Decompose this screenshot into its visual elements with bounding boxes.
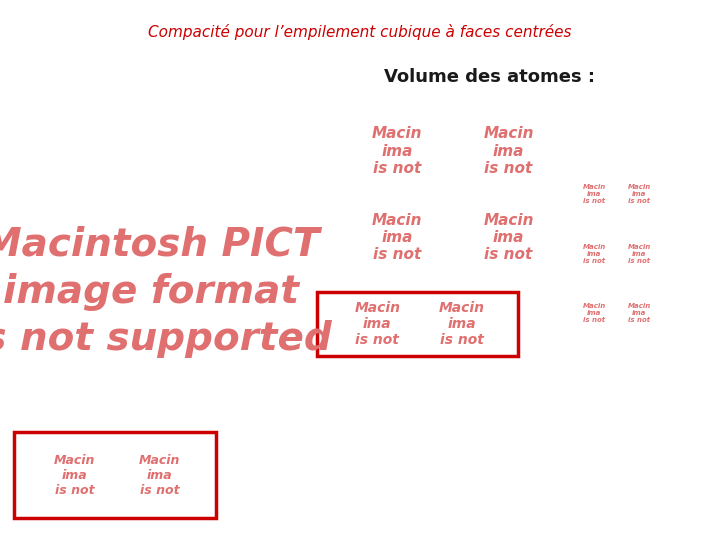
Text: Compacité pour l’empilement cubique à faces centrées: Compacité pour l’empilement cubique à fa… (148, 24, 572, 40)
Text: Macin
ima
is not: Macin ima is not (582, 303, 606, 323)
Text: Macin
ima
is not: Macin ima is not (628, 244, 651, 264)
Text: Macin
ima
is not: Macin ima is not (628, 303, 651, 323)
Text: Macin
ima
is not: Macin ima is not (439, 301, 485, 347)
Text: Macin
ima
is not: Macin ima is not (54, 454, 96, 497)
Text: Macin
ima
is not: Macin ima is not (483, 126, 534, 176)
Bar (14, 432, 216, 518)
Text: Macin
ima
is not: Macin ima is not (372, 213, 422, 262)
Text: Macin
ima
is not: Macin ima is not (483, 213, 534, 262)
Text: Macin
ima
is not: Macin ima is not (139, 454, 180, 497)
Text: Macin
ima
is not: Macin ima is not (354, 301, 400, 347)
Text: Volume des atomes :: Volume des atomes : (384, 68, 595, 85)
Text: Macin
ima
is not: Macin ima is not (628, 184, 651, 205)
Text: Macin
ima
is not: Macin ima is not (372, 126, 422, 176)
Bar (317, 292, 518, 356)
Text: Macin
ima
is not: Macin ima is not (582, 184, 606, 205)
Text: Macin
ima
is not: Macin ima is not (582, 244, 606, 264)
Text: Macintosh PICT
image format
is not supported: Macintosh PICT image format is not suppo… (0, 226, 332, 357)
